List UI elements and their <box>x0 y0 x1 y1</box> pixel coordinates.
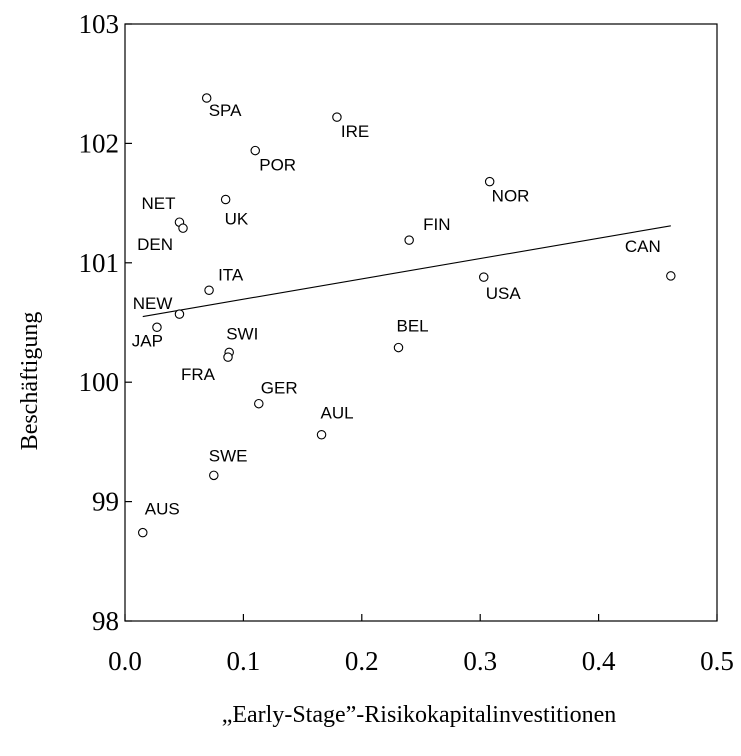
data-point-spa <box>201 93 212 103</box>
data-point-den <box>178 223 188 233</box>
point-label-jap: JAP <box>132 331 163 350</box>
point-label-swe: SWE <box>209 446 248 465</box>
x-tick-label: 0.5 <box>700 646 734 676</box>
y-tick-label: 102 <box>79 128 120 158</box>
trend-line <box>142 225 671 318</box>
point-label-uk: UK <box>225 210 249 229</box>
data-point-aus <box>138 527 148 538</box>
y-tick-label: 99 <box>92 487 119 517</box>
point-label-fin: FIN <box>423 215 450 234</box>
data-point-usa <box>479 272 489 282</box>
data-point-aul <box>316 429 327 440</box>
point-label-por: POR <box>259 156 296 175</box>
point-label-aus: AUS <box>145 500 180 519</box>
point-label-new: NEW <box>133 294 173 313</box>
data-point-fin <box>404 235 414 245</box>
data-point-por <box>250 145 260 156</box>
x-tick-label: 0.0 <box>108 646 142 676</box>
y-tick-label: 103 <box>79 9 120 39</box>
y-tick-label: 100 <box>79 367 120 397</box>
plot-frame <box>124 23 718 622</box>
point-label-nor: NOR <box>492 187 530 206</box>
points-group: SPA IRE POR NOR UK NET DEN FIN CAN USA ITA NEW JAP BE… <box>132 93 676 538</box>
x-tick-label: 0.3 <box>463 646 497 676</box>
point-label-bel: BEL <box>397 317 429 336</box>
data-point-fra <box>223 352 233 362</box>
y-axis-title: Beschäftigung <box>17 312 43 451</box>
data-point-jap <box>152 322 162 333</box>
trendline-group <box>142 225 671 318</box>
data-point-ita <box>204 285 214 296</box>
data-point-ger <box>254 398 264 409</box>
point-label-ita: ITA <box>218 265 244 284</box>
data-point-new <box>174 309 185 319</box>
x-axis-title: „Early-Stage”-Risikokapitalinvestitionen <box>222 702 617 728</box>
point-label-can: CAN <box>625 237 661 256</box>
ticks-group: 0.0 0.1 0.2 0.3 0.4 0.5 98 99 100 101 102 103 <box>79 9 734 676</box>
point-label-swi: SWI <box>226 324 258 343</box>
data-point-uk <box>220 194 231 205</box>
point-label-ger: GER <box>261 379 298 398</box>
plot-frame-group <box>124 23 718 622</box>
point-label-fra: FRA <box>181 365 216 384</box>
data-point-can <box>666 271 676 281</box>
y-tick-label: 101 <box>79 248 120 278</box>
point-label-usa: USA <box>486 284 522 303</box>
data-point-nor <box>484 176 495 187</box>
data-point-bel <box>393 342 404 353</box>
point-label-ire: IRE <box>341 122 369 141</box>
y-tick-label: 98 <box>92 606 119 636</box>
point-label-aul: AUL <box>321 404 354 423</box>
point-label-spa: SPA <box>209 101 242 120</box>
data-point-ire <box>332 112 342 122</box>
point-label-den: DEN <box>137 235 173 254</box>
x-tick-label: 0.2 <box>345 646 379 676</box>
data-point-swe <box>209 470 219 481</box>
x-tick-label: 0.4 <box>582 646 616 676</box>
x-tick-label: 0.1 <box>227 646 261 676</box>
point-label-net: NET <box>141 194 175 213</box>
